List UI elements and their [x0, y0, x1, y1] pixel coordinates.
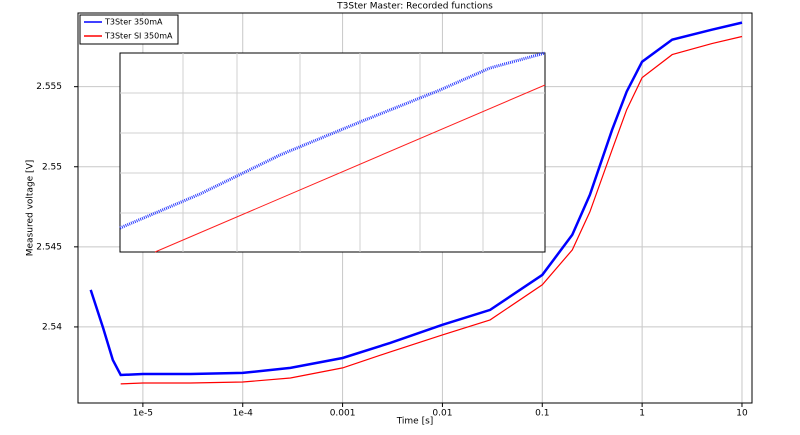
legend-label: T3Ster SI 350mA: [104, 32, 173, 41]
inset-frame: [119, 52, 546, 253]
y-tick-label: 2.55: [42, 162, 62, 172]
inset-line-red: [154, 84, 546, 253]
chart-title: T3Ster Master: Recorded functions: [336, 2, 493, 12]
x-axis-label: Time [s]: [396, 417, 434, 427]
y-tick-label: 2.555: [36, 82, 62, 92]
inset: [119, 51, 546, 253]
y-tick-label: 2.54: [42, 322, 62, 332]
x-tick-label: 1e-5: [133, 409, 153, 419]
series-line: [120, 35, 743, 385]
x-tick-label: 0.1: [535, 409, 549, 419]
x-tick-label: 10: [736, 409, 748, 419]
x-tick-label: 1e-4: [233, 409, 254, 419]
y-axis-label: Measured voltage [V]: [26, 160, 36, 257]
legend-label: T3Ster 350mA: [104, 18, 163, 27]
series-line: [89, 21, 743, 377]
legend: T3Ster 350mA T3Ster SI 350mA: [79, 14, 179, 45]
inset-line-blue: [119, 51, 546, 230]
plot-frame: [77, 12, 753, 404]
legend-box: [79, 14, 179, 45]
x-tick-label: 0.001: [330, 409, 356, 419]
x-tick-label: 1: [639, 409, 645, 419]
y-tick-label: 2.545: [36, 242, 62, 252]
x-tick-label: 0.01: [432, 409, 452, 419]
